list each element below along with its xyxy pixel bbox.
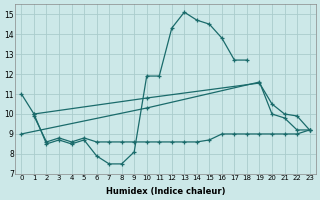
X-axis label: Humidex (Indice chaleur): Humidex (Indice chaleur) [106, 187, 225, 196]
